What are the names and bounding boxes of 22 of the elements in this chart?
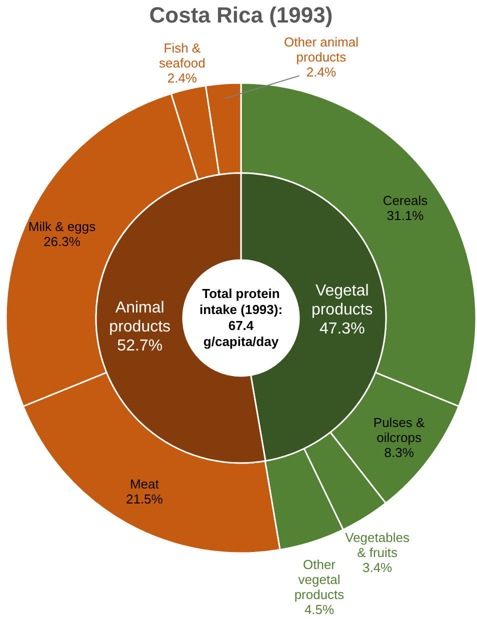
data-label: 3.4%	[362, 560, 393, 575]
slice-label: Other animal products	[284, 34, 359, 64]
data-label: 2.4%	[167, 70, 198, 86]
slice-label: Other vegetal products	[294, 556, 345, 602]
data-label: 21.5%	[126, 490, 164, 506]
chart-title: Costa Rica (1993)	[149, 2, 333, 28]
slice-label: Pulses & oilcrops	[373, 414, 426, 445]
slice-label: Vegetables & fruits	[345, 530, 410, 560]
data-label: 47.3%	[319, 320, 365, 337]
data-label: 2.4%	[306, 64, 336, 80]
slice-label: Fish & seafood	[159, 40, 206, 70]
data-label: 52.7%	[117, 337, 163, 354]
data-label: 26.3%	[44, 233, 81, 248]
slice-label: Meat	[130, 476, 160, 491]
slice-label: Milk & eggs	[28, 218, 96, 234]
text: Total protein intake (1993): 67.4 g/capita/day	[198, 286, 284, 350]
slice-label: Animal products	[109, 299, 171, 336]
data-label: 4.5%	[304, 601, 335, 616]
slice-label: Vegetal products	[311, 282, 373, 318]
slice-label: Cereals	[382, 192, 428, 208]
data-label: 8.3%	[384, 444, 414, 460]
data-label: 31.1%	[386, 207, 424, 222]
